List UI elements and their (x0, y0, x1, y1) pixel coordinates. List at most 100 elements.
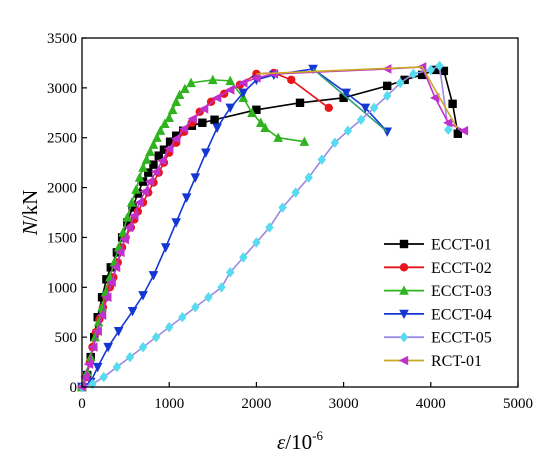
legend-item-ecct-05: ECCT-05 (384, 330, 492, 347)
data-point-ecct-01-32 (448, 99, 457, 109)
x-tick-label-1: 1000 (154, 396, 184, 412)
data-point-ecct-03-14 (134, 172, 145, 182)
data-point-ecct-03-21 (160, 118, 170, 128)
y-axis-label-unit: /kN (18, 190, 42, 222)
data-point-ecct-04-2 (92, 362, 103, 373)
data-point-ecct-04-10 (181, 193, 192, 203)
y-tick-label-5: 2500 (47, 131, 77, 147)
y-tick-label-1: 500 (55, 330, 78, 346)
legend-marker (399, 285, 409, 295)
series-line-ecct-05 (81, 64, 450, 388)
y-tick-label-0: 0 (70, 380, 78, 396)
data-point-ecct-04-7 (148, 271, 159, 281)
data-point-ecct-03-22 (164, 112, 174, 122)
y-tick-label-2: 1000 (47, 280, 77, 296)
x-tick-label-2: 2000 (241, 396, 271, 412)
data-point-ecct-03-18 (148, 139, 159, 149)
data-point-ecct-03-10 (118, 227, 128, 237)
data-point-ecct-03-29 (225, 75, 236, 86)
data-point-ecct-04-12 (201, 148, 211, 158)
legend-marker (398, 355, 409, 366)
data-point-ecct-03-11 (122, 212, 133, 222)
data-point-ecct-03-31 (247, 107, 257, 117)
legend: ECCT-01 ECCT-02 ECCT-03 ECCT-04 ECCT-05 RCT-0… (384, 237, 492, 370)
data-point-ecct-03-26 (180, 83, 190, 94)
data-point-ecct-03-25 (174, 89, 185, 100)
data-point-ecct-01-30 (430, 65, 440, 75)
data-point-ecct-04-8 (160, 243, 171, 253)
series-line-rct-01 (256, 66, 458, 129)
legend-marker (399, 263, 409, 272)
data-point-ecct-03-23 (167, 104, 178, 114)
legend-item-ecct-04: ECCT-04 (384, 306, 492, 323)
data-point-ecct-03-28 (208, 74, 218, 85)
data-point-ecct-04-14 (225, 103, 236, 113)
data-point-ecct-05-4 (125, 351, 135, 363)
data-point-rct-01-15 (144, 176, 155, 187)
data-point-rct-01-18 (164, 143, 174, 154)
data-point-rct-01-13 (134, 197, 144, 208)
legend-item-rct-01: RCT-01 (384, 353, 482, 370)
y-tick-label-4: 2000 (47, 181, 77, 197)
legend-label: RCT-01 (431, 353, 482, 370)
data-point-rct-01-23 (211, 93, 222, 103)
data-point-ecct-05-19 (317, 154, 326, 165)
data-point-ecct-05-23 (369, 102, 379, 113)
data-point-ecct-03-13 (131, 184, 141, 194)
data-point-ecct-01-29 (417, 70, 427, 80)
legend-label: ECCT-03 (431, 283, 492, 300)
data-point-ecct-05-14 (252, 237, 261, 248)
data-point-ecct-05-11 (217, 282, 226, 293)
data-point-ecct-03-33 (260, 122, 270, 132)
data-point-ecct-05-17 (291, 187, 300, 198)
legend-label: ECCT-04 (431, 306, 492, 323)
data-point-ecct-01-22 (198, 118, 207, 127)
legend-label: ECCT-01 (431, 237, 492, 254)
data-point-ecct-04-5 (127, 307, 138, 317)
data-point-ecct-01-14 (144, 168, 153, 177)
data-point-ecct-05-13 (239, 252, 248, 263)
data-point-ecct-01-27 (383, 81, 392, 91)
y-axis-label-symbol: N (18, 220, 42, 236)
data-point-ecct-03-32 (255, 117, 266, 127)
data-point-ecct-01-24 (252, 105, 261, 114)
data-point-rct-01-11 (123, 222, 134, 233)
data-point-ecct-05-12 (226, 267, 235, 278)
y-tick-label-3: 1500 (47, 230, 77, 246)
legend-label: ECCT-05 (431, 330, 492, 347)
data-point-ecct-05-22 (356, 114, 366, 125)
x-tick-label-0: 0 (78, 396, 86, 412)
data-point-ecct-05-6 (151, 331, 161, 343)
data-point-rct-01-21 (187, 113, 197, 124)
data-point-ecct-01-19 (171, 131, 181, 140)
data-point-ecct-05-27 (426, 64, 435, 76)
data-point-rct-01-31 (443, 117, 453, 128)
legend-item-ecct-03: ECCT-03 (384, 283, 492, 300)
data-point-ecct-01-26 (339, 93, 348, 103)
series-layer (76, 60, 469, 393)
data-point-ecct-01-25 (295, 98, 305, 108)
data-point-ecct-03-12 (126, 197, 137, 207)
series-ecct-03-2 (77, 74, 310, 392)
data-point-ecct-03-27 (186, 77, 196, 88)
data-point-rct-01-5 (96, 310, 107, 321)
x-axis-label-symbol: ε (277, 430, 286, 454)
data-point-ecct-01-5 (97, 293, 107, 302)
data-point-ecct-01-11 (128, 203, 137, 212)
data-point-rct-01-6 (102, 292, 112, 303)
legend-item-ecct-01: ECCT-01 (384, 237, 492, 254)
data-point-ecct-05-18 (304, 172, 313, 183)
data-point-ecct-01-18 (165, 137, 175, 146)
data-point-ecct-04-15 (238, 88, 249, 99)
data-point-rct-01-8 (110, 262, 121, 273)
data-point-ecct-03-3 (90, 331, 100, 342)
data-point-ecct-01-7 (106, 263, 115, 272)
data-point-ecct-04-11 (190, 173, 201, 183)
data-point-ecct-03-16 (141, 154, 152, 164)
data-point-ecct-05-5 (138, 341, 148, 353)
data-point-ecct-03-19 (152, 132, 162, 142)
data-point-ecct-02-32 (324, 103, 333, 113)
data-point-ecct-04-19 (341, 88, 352, 99)
